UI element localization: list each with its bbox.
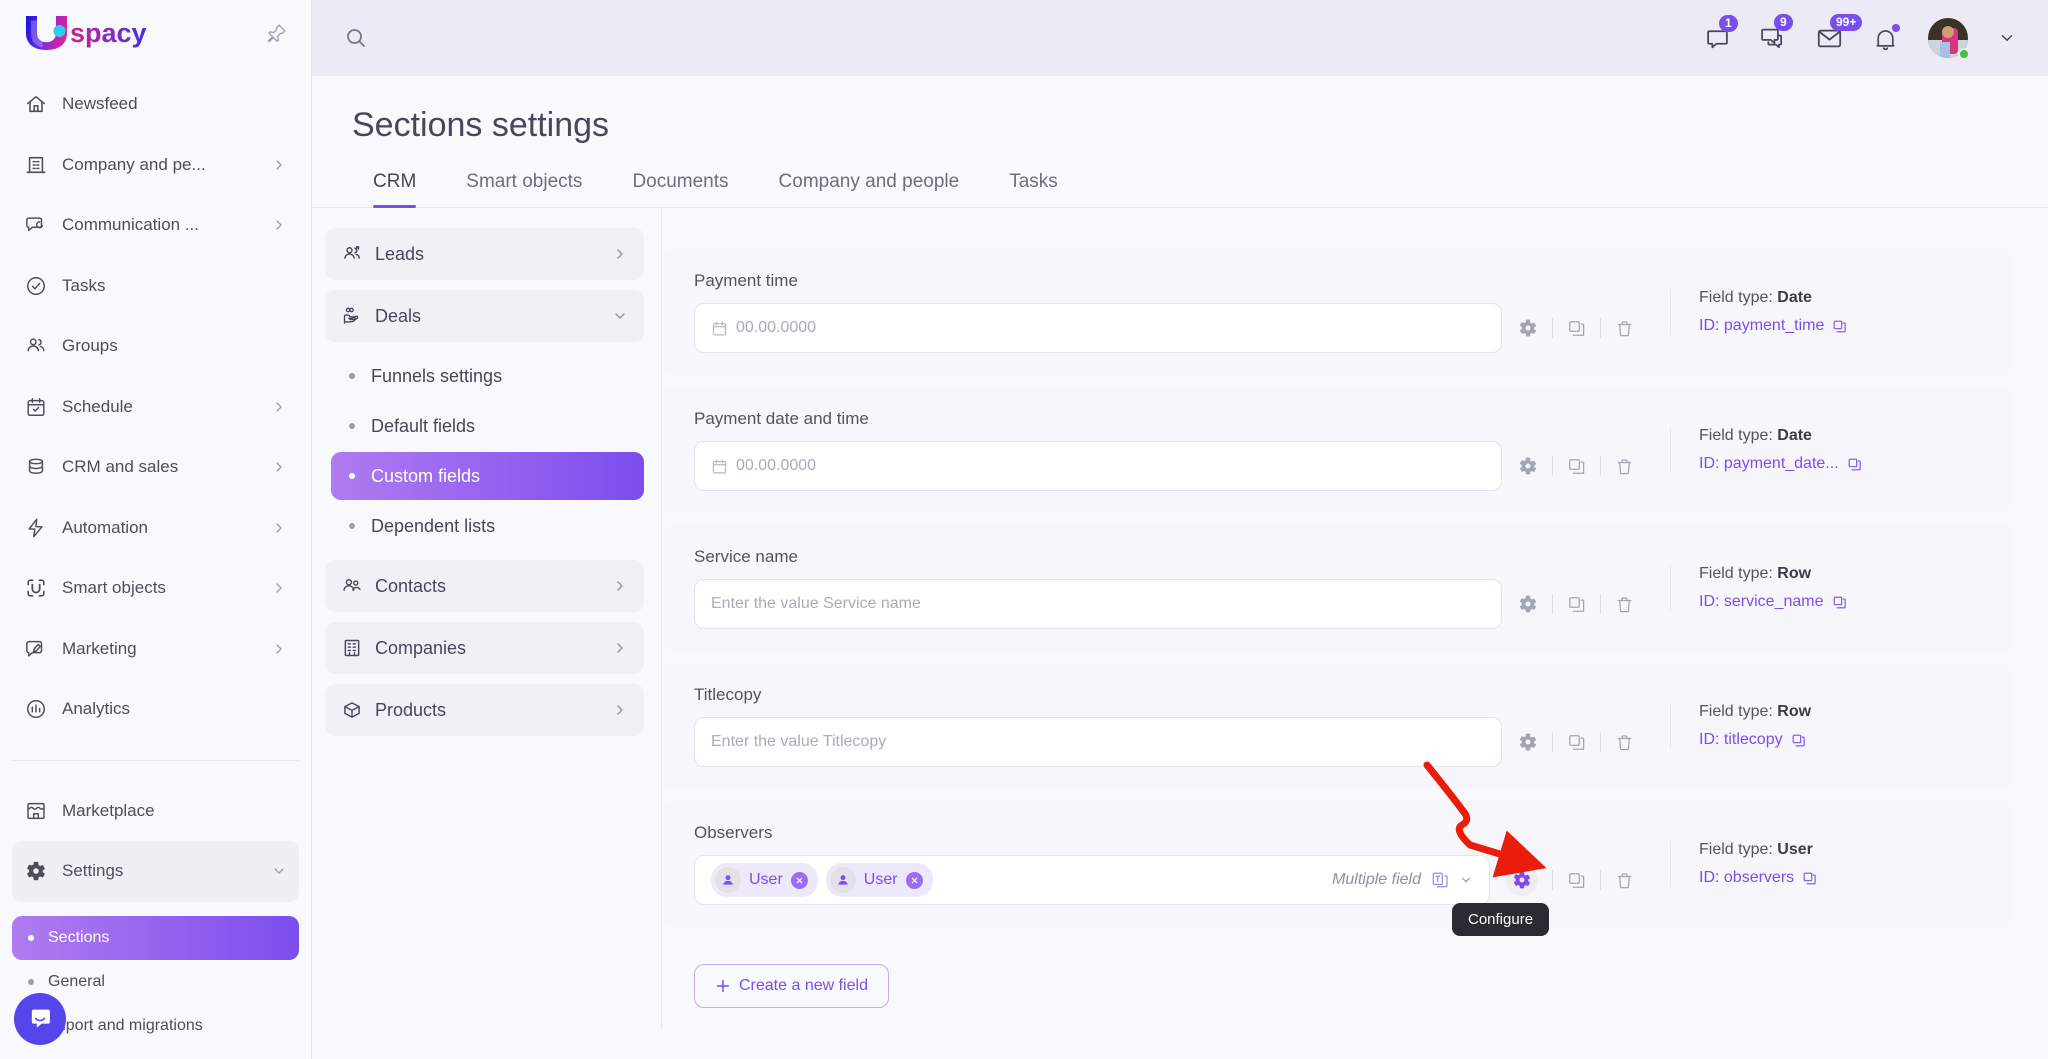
svg-text:spacy: spacy [70,18,147,48]
